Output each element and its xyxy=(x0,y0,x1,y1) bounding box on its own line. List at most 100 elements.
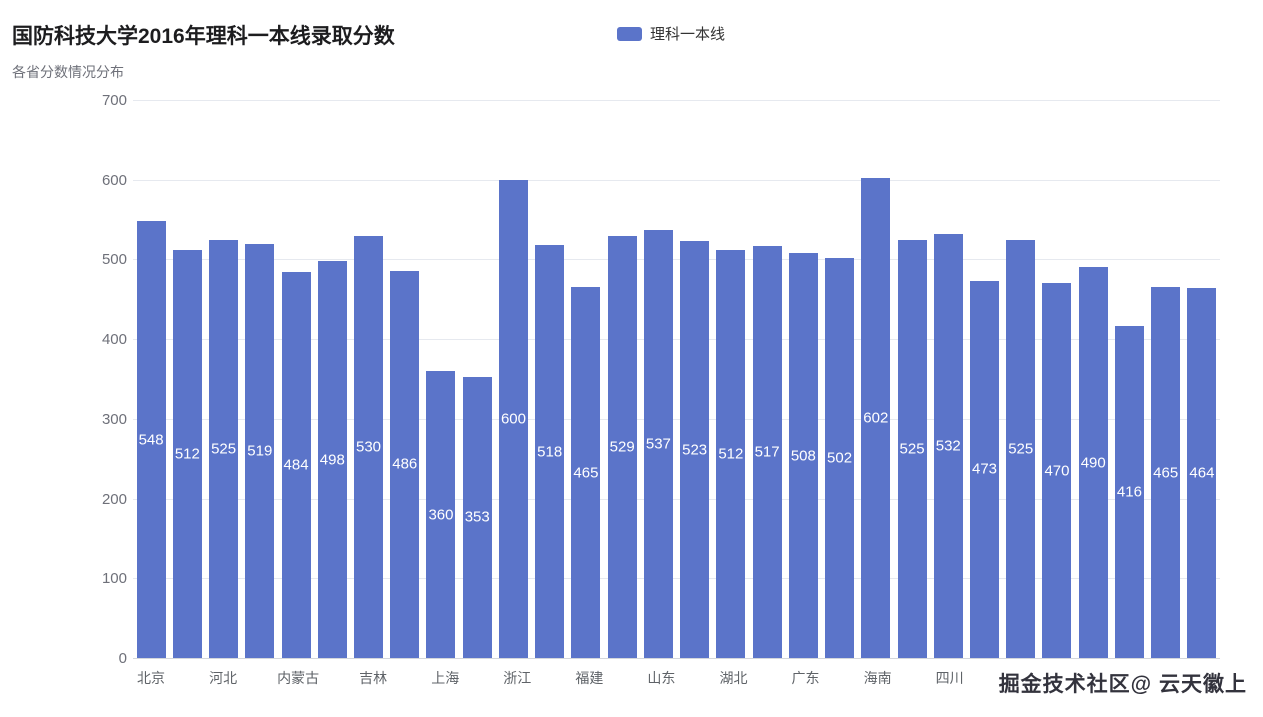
bar-band-25: 470 xyxy=(1039,100,1075,658)
bar-value-label-26: 490 xyxy=(1080,454,1106,472)
bar-band-7: 486 xyxy=(387,100,423,658)
bar-20[interactable]: 602 xyxy=(861,178,891,658)
bar-29[interactable]: 464 xyxy=(1187,288,1217,658)
bar-band-21: 525 xyxy=(894,100,930,658)
bar-band-1: 512 xyxy=(169,100,205,658)
bar-band-6: 530 xyxy=(350,100,386,658)
bar-13[interactable]: 529 xyxy=(607,236,637,658)
y-tick-label-500: 500 xyxy=(101,251,127,269)
bar-25[interactable]: 470 xyxy=(1042,283,1072,658)
x-tick-label-11 xyxy=(535,668,571,688)
bar-2[interactable]: 525 xyxy=(209,239,239,658)
gridline-0 xyxy=(133,658,1220,659)
bar-band-16: 512 xyxy=(713,100,749,658)
bar-21[interactable]: 525 xyxy=(897,239,927,658)
legend-item[interactable]: 理科一本线 xyxy=(617,23,725,44)
bar-value-label-7: 486 xyxy=(392,455,418,473)
x-tick-label-0: 北京 xyxy=(137,670,166,686)
bar-band-28: 465 xyxy=(1148,100,1184,658)
x-tick-label-20: 海南 xyxy=(863,670,892,686)
bar-value-label-3: 519 xyxy=(247,442,273,460)
bar-6[interactable]: 530 xyxy=(354,235,384,658)
bar-10[interactable]: 600 xyxy=(498,179,528,658)
bar-24[interactable]: 525 xyxy=(1006,239,1036,658)
x-tick-label-18: 广东 xyxy=(791,670,820,686)
bar-band-3: 519 xyxy=(242,100,278,658)
bar-band-20: 602 xyxy=(858,100,894,658)
bar-band-10: 600 xyxy=(495,100,531,658)
bar-4[interactable]: 484 xyxy=(281,272,311,658)
x-tick-label-16: 湖北 xyxy=(719,670,748,686)
plot-area: 548 512 525 519 484 498 530 486 360 353 600 518 465 5… xyxy=(133,100,1220,659)
bar-7[interactable]: 486 xyxy=(390,270,420,658)
bar-9[interactable]: 353 xyxy=(462,376,492,658)
gridline-500 xyxy=(133,259,1220,261)
y-tick-label-700: 700 xyxy=(101,92,127,109)
bar-16[interactable]: 512 xyxy=(716,249,746,658)
gridline-300 xyxy=(133,418,1220,420)
bar-27[interactable]: 416 xyxy=(1114,326,1144,658)
x-tick-label-6: 吉林 xyxy=(359,670,388,686)
bar-value-label-0: 548 xyxy=(138,431,164,449)
bar-12[interactable]: 465 xyxy=(571,287,601,658)
bar-value-label-23: 473 xyxy=(971,460,998,478)
bar-band-27: 416 xyxy=(1111,100,1147,658)
y-tick-label-100: 100 xyxy=(101,570,127,588)
bar-3[interactable]: 519 xyxy=(245,244,275,658)
bar-band-23: 473 xyxy=(966,100,1002,658)
bar-23[interactable]: 473 xyxy=(970,280,999,658)
bar-17[interactable]: 517 xyxy=(752,245,782,658)
bar-band-12: 465 xyxy=(568,100,604,658)
bar-band-9: 353 xyxy=(459,100,495,658)
bar-band-0: 548 xyxy=(133,100,169,658)
bar-value-label-5: 498 xyxy=(319,451,345,469)
bar-1[interactable]: 512 xyxy=(172,249,202,658)
x-tick-label-15 xyxy=(679,668,715,688)
bar-band-17: 517 xyxy=(749,100,785,658)
bar-band-4: 484 xyxy=(278,100,314,658)
bar-18[interactable]: 508 xyxy=(788,253,818,658)
bar-band-19: 502 xyxy=(821,100,857,658)
bar-value-label-6: 530 xyxy=(356,438,382,456)
bar-band-29: 464 xyxy=(1184,100,1220,658)
x-tick-label-7 xyxy=(391,668,427,688)
y-tick-label-600: 600 xyxy=(101,171,127,189)
x-tick-label-2: 河北 xyxy=(209,670,238,686)
bar-band-18: 508 xyxy=(785,100,821,658)
y-tick-label-200: 200 xyxy=(101,490,127,508)
gridline-200 xyxy=(133,498,1220,500)
bar-value-label-19: 502 xyxy=(827,449,853,467)
bar-8[interactable]: 360 xyxy=(426,371,456,658)
bar-11[interactable]: 518 xyxy=(535,245,565,658)
x-tick-label-19 xyxy=(824,668,860,688)
gridline-600 xyxy=(133,179,1220,181)
bar-value-label-2: 525 xyxy=(211,440,237,458)
bar-band-2: 525 xyxy=(205,100,241,658)
x-axis: 北京 河北 内蒙古 吉林 上海 浙江 福建 山东 湖北 广东 海南 四川 xyxy=(133,668,1220,688)
bar-value-label-15: 523 xyxy=(682,441,708,459)
x-tick-label-12: 福建 xyxy=(575,670,604,686)
chart-title: 国防科技大学2016年理科一本线录取分数 xyxy=(12,25,395,48)
bar-19[interactable]: 502 xyxy=(825,257,855,658)
x-tick-label-1 xyxy=(169,668,205,688)
watermark-text: 掘金技术社区@ 云天徽上 xyxy=(998,673,1247,696)
x-tick-label-13 xyxy=(607,668,643,688)
bar-14[interactable]: 537 xyxy=(643,229,673,658)
bar-band-14: 537 xyxy=(640,100,676,658)
bar-value-label-20: 602 xyxy=(863,409,889,427)
bar-5[interactable]: 498 xyxy=(317,261,347,658)
bar-15[interactable]: 523 xyxy=(680,241,710,658)
bar-22[interactable]: 532 xyxy=(933,233,963,658)
bar-0[interactable]: 548 xyxy=(136,221,166,658)
bar-value-label-22: 532 xyxy=(935,437,961,455)
x-tick-label-5 xyxy=(319,668,355,688)
x-tick-label-4: 内蒙古 xyxy=(277,670,320,686)
bar-band-26: 490 xyxy=(1075,100,1111,658)
bar-value-label-25: 470 xyxy=(1044,462,1070,480)
bar-value-label-29: 464 xyxy=(1189,464,1215,482)
bar-value-label-14: 537 xyxy=(645,435,671,453)
bar-value-label-27: 416 xyxy=(1116,483,1142,501)
bar-28[interactable]: 465 xyxy=(1151,287,1181,658)
bar-value-label-16: 512 xyxy=(718,445,744,463)
bar-26[interactable]: 490 xyxy=(1078,267,1108,658)
